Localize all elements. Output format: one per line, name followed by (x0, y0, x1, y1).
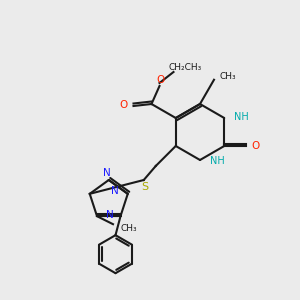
Text: O: O (156, 75, 165, 85)
Text: O: O (251, 141, 260, 151)
Text: CH₃: CH₃ (219, 72, 236, 81)
Text: CH₂CH₃: CH₂CH₃ (169, 64, 202, 73)
Text: NH: NH (210, 156, 225, 166)
Text: CH₃: CH₃ (121, 224, 138, 233)
Text: N: N (106, 210, 114, 220)
Text: NH: NH (234, 112, 249, 122)
Text: O: O (119, 100, 128, 110)
Text: N: N (103, 168, 111, 178)
Text: N: N (111, 186, 119, 196)
Text: S: S (141, 182, 148, 192)
